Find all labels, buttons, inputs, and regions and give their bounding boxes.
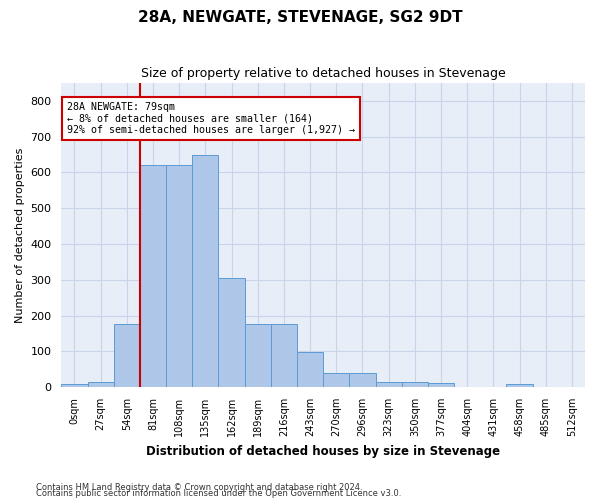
Bar [218, 278, 245, 387]
Bar [297, 352, 323, 387]
Bar [376, 382, 402, 387]
Bar [193, 154, 218, 387]
Bar [114, 324, 140, 387]
Y-axis label: Number of detached properties: Number of detached properties [15, 148, 25, 323]
Bar [245, 324, 271, 387]
Text: 28A NEWGATE: 79sqm
← 8% of detached houses are smaller (164)
92% of semi-detache: 28A NEWGATE: 79sqm ← 8% of detached hous… [67, 102, 355, 135]
Bar [506, 384, 533, 387]
Bar [61, 384, 88, 387]
Text: 28A, NEWGATE, STEVENAGE, SG2 9DT: 28A, NEWGATE, STEVENAGE, SG2 9DT [137, 10, 463, 25]
Bar [140, 166, 166, 387]
Bar [271, 324, 297, 387]
Bar [402, 382, 428, 387]
Title: Size of property relative to detached houses in Stevenage: Size of property relative to detached ho… [141, 68, 506, 80]
Bar [323, 374, 349, 387]
Text: Contains public sector information licensed under the Open Government Licence v3: Contains public sector information licen… [36, 490, 401, 498]
Bar [349, 374, 376, 387]
Bar [166, 166, 193, 387]
X-axis label: Distribution of detached houses by size in Stevenage: Distribution of detached houses by size … [146, 444, 500, 458]
Bar [428, 384, 454, 387]
Text: Contains HM Land Registry data © Crown copyright and database right 2024.: Contains HM Land Registry data © Crown c… [36, 482, 362, 492]
Bar [88, 382, 114, 387]
